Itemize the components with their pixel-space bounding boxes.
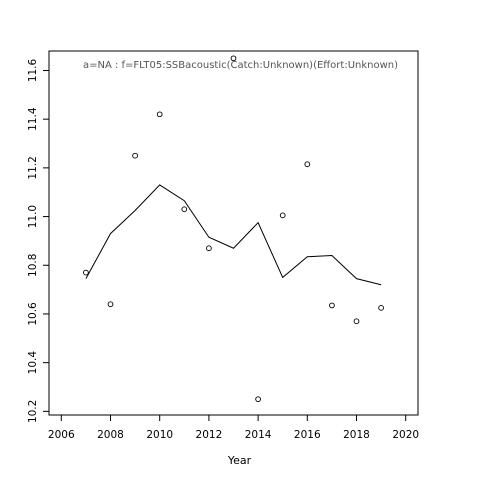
observed-point [329, 302, 335, 309]
y-tick-label: 11.0 [27, 205, 39, 228]
y-tick-label: 10.8 [27, 254, 39, 277]
plot-frame [48, 50, 419, 416]
points-series [83, 55, 384, 403]
observed-point [156, 111, 163, 118]
observed-point [107, 301, 114, 308]
observed-point [83, 269, 89, 276]
observed-point [230, 55, 237, 62]
x-tick-label: 2018 [343, 429, 370, 441]
chart-annotation: a=NA : f=FLT05:SSBacoustic(Catch:Unknown… [83, 60, 398, 71]
x-tick-label: 2020 [392, 429, 419, 441]
x-tick-label: 2016 [294, 429, 321, 441]
observed-point [378, 305, 384, 311]
observed-point [132, 152, 138, 159]
observed-point [279, 212, 286, 219]
observed-point [206, 245, 212, 252]
y-tick-label: 11.4 [27, 107, 39, 131]
x-tick-label: 2008 [97, 429, 124, 441]
fitted-line [85, 184, 382, 286]
x-tick-label: 2006 [48, 429, 75, 441]
y-tick-label: 10.6 [27, 302, 39, 326]
observed-point [181, 206, 188, 213]
y-tick-label: 10.2 [27, 400, 39, 423]
y-tick-label: 11.6 [27, 58, 39, 82]
y-axis: 10.2 10.4 10.6 10.8 11.0 11.2 11.4 11.6 [27, 58, 49, 423]
x-axis-title: Year [227, 454, 252, 467]
x-tick-label: 2012 [196, 429, 223, 441]
y-tick-label: 11.2 [27, 156, 39, 179]
observed-point [304, 161, 311, 168]
x-tick-label: 2014 [245, 429, 272, 441]
observed-point [353, 318, 360, 325]
line-series [85, 184, 382, 286]
y-tick-label: 10.4 [27, 351, 39, 375]
x-axis: 2006 2008 2010 2012 2014 2016 2018 2020 [48, 415, 419, 441]
observed-point [255, 396, 261, 403]
x-tick-label: 2010 [146, 429, 173, 441]
